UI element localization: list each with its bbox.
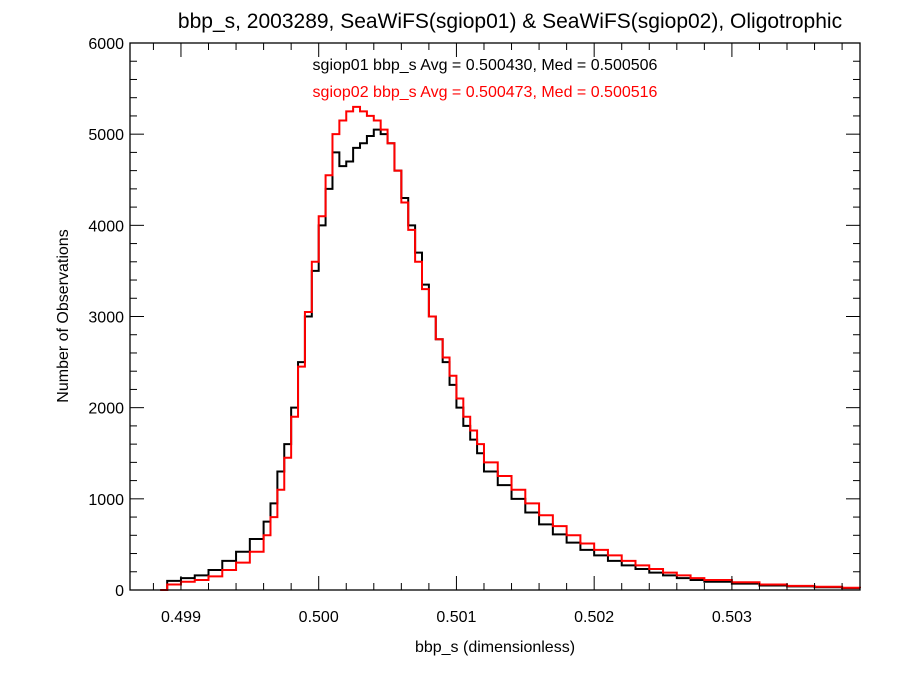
annotation-sgiop02-stats: sgiop02 bbp_s Avg = 0.500473, Med = 0.50… (313, 84, 658, 101)
y-axis-label: Number of Observations (55, 229, 72, 402)
series-sgiop02-line (160, 105, 861, 591)
annotation-sgiop01-stats: sgiop01 bbp_s Avg = 0.500430, Med = 0.50… (313, 57, 658, 74)
plot-frame (129, 42, 861, 591)
y-tick-label: 5000 (88, 127, 124, 144)
y-tick-label: 1000 (88, 492, 124, 509)
chart-title: bbp_s, 2003289, SeaWiFS(sgiop01) & SeaWi… (178, 10, 842, 33)
y-tick-label: 6000 (88, 36, 124, 53)
x-tick-label: 0.501 (436, 609, 476, 626)
y-tick-label: 0 (115, 583, 124, 600)
x-tick-label: 0.503 (712, 609, 752, 626)
series-layer (160, 105, 861, 591)
y-tick-label: 2000 (88, 401, 124, 418)
y-tick-label: 4000 (88, 218, 124, 235)
ticks-layer (130, 42, 860, 591)
x-tick-label: 0.502 (574, 609, 614, 626)
x-tick-label: 0.500 (299, 609, 339, 626)
x-tick-labels: 0.499 0.500 0.501 0.502 0.503 (161, 609, 752, 626)
x-tick-label: 0.499 (161, 609, 201, 626)
y-tick-label: 3000 (88, 310, 124, 327)
y-tick-labels: 0 1000 2000 3000 4000 5000 6000 (88, 36, 124, 600)
x-axis-label: bbp_s (dimensionless) (415, 639, 575, 656)
